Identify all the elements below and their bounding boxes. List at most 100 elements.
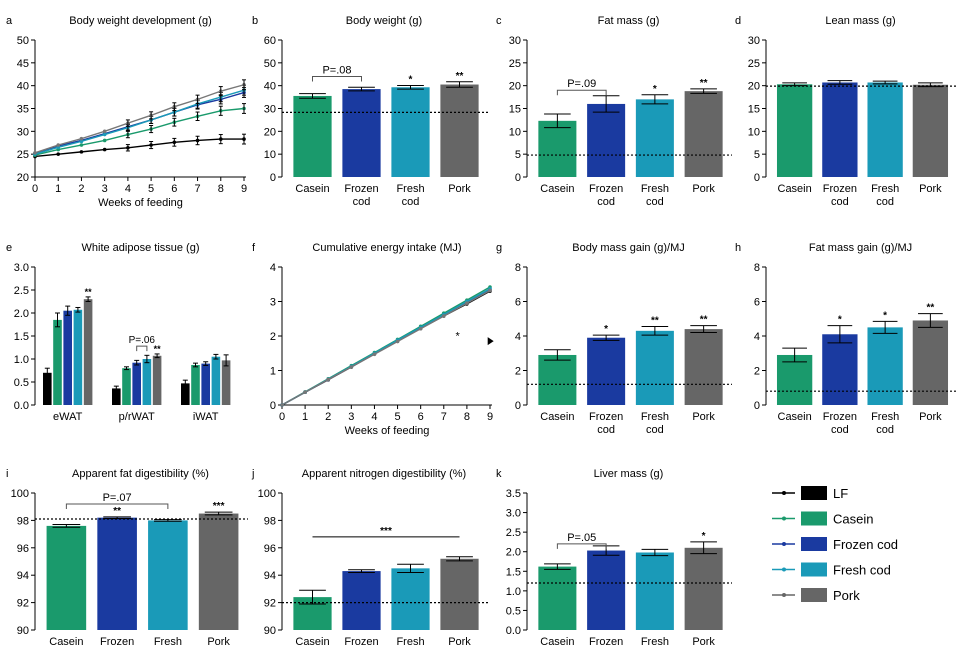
y-tick-label: 2.0 [14,308,29,320]
y-tick-label: 20 [509,81,521,93]
panel-title: Fat mass (g) [598,15,660,27]
bar [97,517,137,630]
category-label: Casein [540,636,574,648]
category-label: Fresh [396,636,424,648]
panel-title: Apparent fat digestibility (%) [72,468,209,480]
y-tick-label: 8 [754,262,760,274]
bar [211,356,221,405]
x-tick-label: 5 [148,183,154,195]
bar [635,552,674,630]
y-tick-label: 15 [748,104,760,116]
data-point [395,339,400,344]
y-tick-label: 2.5 [14,285,29,297]
data-point [280,403,284,407]
y-tick-label: 6 [515,297,521,309]
bar [73,309,83,405]
panel-title: Fat mass gain (g)/MJ [809,242,912,254]
data-point [102,132,107,137]
category-label: Pork [448,183,471,195]
bar [440,84,479,177]
x-tick-label: 3 [348,411,354,423]
category-label: cod [353,196,371,208]
x-tick-label: 7 [441,411,447,423]
x-tick-label: 2 [78,183,84,195]
category-label: cod [876,196,894,208]
legend-marker [782,542,786,546]
data-point [79,136,84,141]
panel-title: Lean mass (g) [825,15,895,27]
category-label: Casein [540,411,574,423]
y-tick-label: 50 [264,58,276,70]
bar [635,330,674,405]
significance-label: * [653,84,657,95]
y-tick-label: 3.5 [506,488,521,500]
x-tick-label: 9 [241,183,247,195]
series-line [34,107,245,156]
bar [342,571,381,630]
category-label: Casein [540,183,574,195]
bar [391,87,430,177]
y-tick-label: 4 [754,331,760,343]
panel-letter: f [252,242,256,254]
data-point [326,377,331,382]
bar [587,103,626,177]
y-tick-label: 100 [11,488,29,500]
y-tick-label: 98 [17,515,29,527]
legend-swatch [801,511,827,526]
data-point [56,143,61,147]
y-tick-label: 96 [17,543,29,555]
bar [538,566,577,630]
bar [912,320,949,405]
bar [198,513,239,630]
category-label: Pork [692,636,715,648]
panel-letter: e [6,242,12,254]
y-tick-label: 1.0 [506,586,521,598]
data-point [441,314,446,318]
bar [684,547,723,630]
y-tick-label: 50 [17,35,29,47]
y-tick-label: 35 [17,104,29,116]
series-line [34,89,245,155]
legend-swatch [801,537,827,551]
bar [822,334,858,405]
bar [221,360,231,405]
bar [391,568,430,630]
bar [112,388,121,405]
category-label: Fresh [871,183,899,195]
category-label: Pork [692,411,715,423]
legend-marker [782,567,786,572]
category-label: cod [402,196,420,208]
bar [142,359,152,405]
significance-label: ** [456,71,464,82]
series-line [281,289,491,406]
comparison-label: *** [380,526,392,537]
significance-label: ** [700,315,708,326]
bar [538,120,577,177]
bar [46,525,87,630]
y-tick-label: 96 [264,543,276,555]
y-tick-label: 5 [515,149,521,161]
category-label: Pork [448,636,471,648]
comparison-bracket [312,76,362,82]
y-tick-label: 0 [754,172,760,184]
data-point [79,139,84,144]
y-tick-label: 100 [258,488,276,500]
y-tick-label: 3 [270,297,276,309]
y-tick-label: 20 [748,81,760,93]
x-tick-label: 8 [218,183,224,195]
significance-label: ** [85,287,93,297]
category-label: Casein [49,636,83,648]
category-label: Casein [295,183,329,195]
x-tick-label: 8 [464,411,470,423]
y-tick-label: 1 [270,366,276,378]
annotation-arrow [487,337,494,346]
category-label: Frozen [589,411,623,423]
y-tick-label: 10 [264,149,276,161]
group-label: eWAT [53,411,83,423]
bar [635,99,674,177]
category-label: Pork [919,411,942,423]
significance-label: * [409,74,413,85]
group-label: p/rWAT [119,411,155,423]
legend-label: Pork [833,588,860,603]
